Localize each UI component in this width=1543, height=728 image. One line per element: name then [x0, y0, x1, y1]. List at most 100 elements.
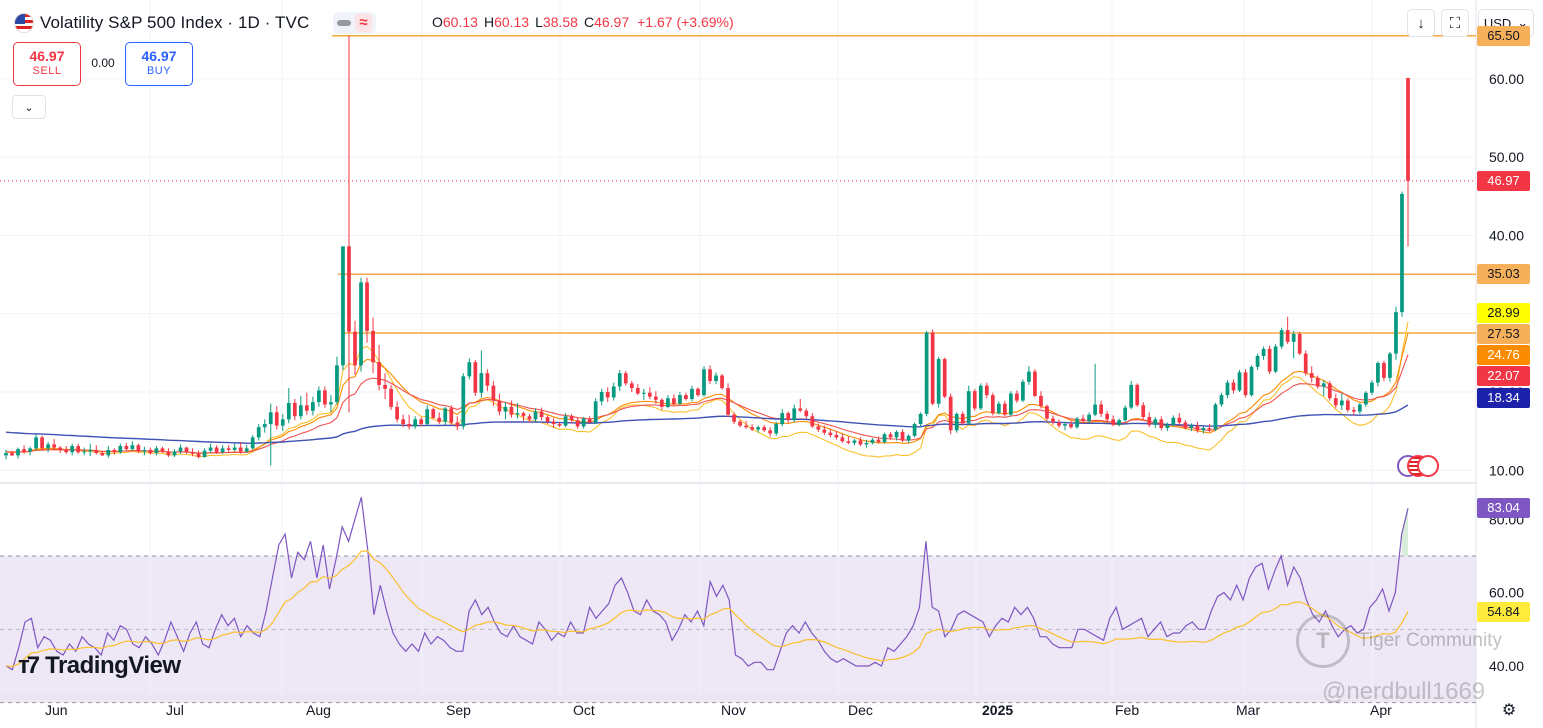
- candle-body: [816, 426, 821, 430]
- candle-body: [365, 282, 369, 331]
- candle-body: [124, 445, 129, 450]
- candle-body: [467, 362, 472, 377]
- symbol-title[interactable]: Volatility S&P 500 Index · 1D · TVC: [40, 13, 310, 32]
- time-axis-label: Feb: [1115, 702, 1140, 718]
- candle-body: [1249, 366, 1254, 396]
- candle-body: [298, 405, 303, 417]
- candle-body: [666, 398, 670, 407]
- candle-body: [437, 417, 442, 422]
- candle-body: [936, 359, 941, 404]
- candle-body: [527, 416, 532, 420]
- economic-events-marker[interactable]: [1397, 455, 1445, 477]
- settings-icon[interactable]: ⚙: [1501, 702, 1517, 719]
- candle-body: [94, 449, 99, 454]
- candle-body: [1351, 409, 1356, 412]
- candle-body: [792, 408, 797, 421]
- candle-body: [684, 395, 688, 400]
- us-flag-icon: [14, 13, 34, 33]
- candle-body: [750, 427, 754, 430]
- candle-body: [353, 331, 357, 366]
- candle-body: [359, 282, 363, 366]
- candle-body: [641, 392, 646, 394]
- candle-body: [948, 396, 953, 431]
- tradingview-logo[interactable]: ᴛ7 TradingView: [18, 652, 181, 680]
- candle-body: [256, 427, 261, 438]
- candle-body: [605, 391, 610, 398]
- candle-body: [425, 409, 430, 425]
- candle-body: [1177, 417, 1182, 423]
- candle-body: [383, 384, 387, 389]
- candle-body: [1291, 334, 1296, 342]
- candle-body: [1009, 393, 1013, 415]
- candle-body: [40, 437, 44, 449]
- candle-body: [1327, 383, 1332, 399]
- candle-body: [924, 332, 929, 414]
- event-icon: [1417, 455, 1439, 477]
- candle-body: [1057, 422, 1061, 426]
- candle-body: [280, 419, 285, 426]
- approx-pill-icon[interactable]: ≈: [355, 14, 372, 32]
- candle-body: [539, 411, 544, 418]
- candle-body: [515, 413, 520, 415]
- candle-body: [347, 246, 351, 332]
- low-label: L: [535, 14, 543, 30]
- minus-pill-icon[interactable]: [337, 20, 352, 26]
- candle-body: [786, 413, 791, 421]
- candle-body: [1015, 393, 1019, 401]
- candle-body: [100, 453, 105, 456]
- candle-body: [46, 444, 50, 449]
- candle-body: [1002, 403, 1007, 415]
- candle-body: [1111, 419, 1116, 425]
- candle-body: [653, 396, 658, 400]
- candle-body: [317, 390, 321, 403]
- time-axis-label: Dec: [848, 702, 873, 718]
- candle-body: [190, 452, 195, 454]
- indicator-pills[interactable]: ≈: [333, 12, 376, 34]
- candle-body: [262, 424, 267, 428]
- fullscreen-button[interactable]: ⛶: [1441, 9, 1469, 37]
- candle-body: [1388, 353, 1392, 378]
- candle-body: [88, 449, 93, 452]
- candle-body: [930, 332, 935, 404]
- time-axis-label: Jul: [166, 702, 184, 718]
- candle-body: [136, 445, 141, 452]
- candle-body: [1345, 400, 1350, 410]
- candle-body: [1039, 395, 1043, 407]
- candle-body: [286, 402, 291, 420]
- time-axis-label: Apr: [1370, 702, 1392, 718]
- time-axis-label: Jun: [45, 702, 68, 718]
- candle-body: [1303, 353, 1308, 374]
- watermark-handle: @nerdbull1669: [1322, 678, 1486, 705]
- candle-body: [485, 373, 490, 386]
- candle-body: [714, 375, 718, 382]
- candle-body: [551, 421, 556, 425]
- candle-body: [996, 403, 1001, 414]
- symbol-header[interactable]: Volatility S&P 500 Index · 1D · TVC ≈: [14, 10, 376, 36]
- time-axis-label: Aug: [306, 702, 331, 718]
- candle-body: [311, 402, 315, 411]
- rsi-ma-line: [5, 550, 1409, 668]
- time-axis-label: Nov: [721, 702, 746, 718]
- candle-body: [208, 447, 213, 451]
- spread-value: 0.00: [91, 56, 115, 70]
- candle-body: [106, 449, 111, 456]
- download-button[interactable]: ↓: [1407, 9, 1435, 37]
- candlestick-series: [4, 35, 1410, 466]
- candle-body: [678, 395, 682, 404]
- candle-body: [828, 432, 833, 436]
- candle-body: [178, 447, 183, 452]
- candle-body: [557, 424, 562, 426]
- candle-body: [1183, 422, 1188, 428]
- moving-averages: [5, 321, 1409, 458]
- candle-body: [1357, 404, 1362, 412]
- buy-button[interactable]: 46.97 BUY: [125, 42, 193, 86]
- candle-body: [449, 408, 454, 423]
- price-tag: 27.53: [1477, 324, 1530, 344]
- candle-body: [1153, 419, 1158, 425]
- candle-body: [64, 449, 69, 453]
- collapse-legend-button[interactable]: ⌄: [12, 95, 46, 119]
- sell-button[interactable]: 46.97 SELL: [13, 42, 81, 86]
- time-axis-label: Sep: [446, 702, 471, 718]
- price-tag: 28.99: [1477, 303, 1530, 323]
